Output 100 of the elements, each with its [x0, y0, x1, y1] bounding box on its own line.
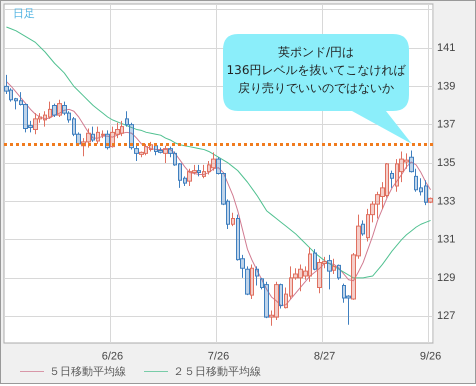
candlestick [72, 116, 76, 137]
x-tick-label: 9/26 [420, 350, 442, 362]
candlestick [399, 150, 404, 183]
candlestick [245, 266, 250, 296]
legend-label: ５日移動平均線 [49, 365, 126, 378]
candlestick [197, 164, 201, 177]
candlestick [86, 128, 91, 148]
candlestick [303, 266, 308, 280]
candlestick [419, 178, 423, 196]
candlestick [298, 264, 303, 292]
candlestick [144, 143, 148, 156]
candlestick [236, 214, 240, 262]
candlestick [62, 101, 67, 116]
candlestick [216, 156, 221, 175]
candlestick [202, 164, 206, 179]
candlestick [390, 170, 394, 188]
candlestick [48, 101, 52, 120]
candlestick [240, 254, 245, 278]
x-tick-label: 6/26 [102, 350, 124, 362]
candlestick [125, 110, 129, 128]
candlestick [139, 150, 144, 158]
candlestick [308, 246, 312, 282]
candlestick [96, 126, 100, 144]
candlestick [115, 122, 120, 139]
candlestick [370, 200, 375, 223]
candlestick [284, 286, 288, 310]
candlestick [317, 258, 322, 294]
candlestick [33, 112, 38, 135]
candlestick [231, 212, 235, 227]
candlestick [327, 254, 332, 290]
candlestick [424, 180, 428, 206]
candlestick [91, 126, 95, 142]
candlestick [52, 103, 57, 118]
annotation: 英ポンド/円は [276, 44, 356, 61]
candlestick [322, 256, 327, 269]
candlestick [183, 176, 187, 186]
candlestick [163, 145, 168, 164]
annotation: 日足 [13, 6, 35, 21]
candlestick [264, 281, 269, 319]
candlestick [255, 266, 259, 286]
candlestick [101, 130, 105, 139]
line-series [6, 26, 432, 278]
candlestick [361, 220, 365, 236]
candlestick [187, 168, 192, 186]
y-tick-label: 135 [437, 156, 456, 169]
candlestick [67, 110, 71, 124]
candlestick [409, 150, 414, 174]
candlestick [337, 264, 341, 280]
candlestick [428, 196, 433, 204]
candlestick [192, 164, 197, 175]
candlestick [313, 248, 317, 271]
y-tick-label: 127 [437, 310, 456, 322]
candlestick [38, 112, 42, 124]
candlestick [14, 97, 18, 110]
candlestick [9, 88, 13, 102]
candlestick [23, 103, 28, 133]
y-tick-label: 139 [437, 80, 456, 92]
candlestick [269, 310, 274, 326]
y-tick-label: 141 [437, 42, 456, 54]
y-tick-label: 129 [437, 272, 456, 284]
y-tick-label: 133 [437, 195, 456, 208]
candlestick [129, 122, 134, 150]
candlestick [28, 120, 33, 133]
candlestick [380, 182, 385, 210]
legend-label: ２５日移動平均線 [173, 365, 261, 378]
candlestick [351, 252, 356, 300]
candlestick [168, 146, 173, 158]
x-tick-label: 8/27 [314, 350, 336, 362]
candlestick [250, 264, 254, 300]
y-tick-label: 137 [437, 118, 456, 131]
candlestick [274, 281, 279, 321]
candlestick [4, 74, 9, 95]
candlestick [134, 145, 139, 162]
annotation: 戻り売りでいいのではないか [237, 80, 395, 97]
y-tick-label: 131 [437, 234, 456, 246]
candlestick [260, 277, 264, 290]
candlestick [178, 162, 182, 188]
candlestick [289, 266, 293, 300]
candlestick [385, 162, 389, 198]
candlestick [404, 152, 409, 170]
candlestick [57, 99, 62, 118]
candlestick [395, 158, 399, 192]
candlestick [366, 208, 370, 242]
candlestick [356, 214, 361, 260]
candlestick [19, 92, 23, 106]
candlestick [332, 258, 336, 275]
candlestick [342, 283, 346, 304]
candlestick [346, 294, 351, 326]
candlestick [293, 268, 298, 280]
candlestick [375, 191, 380, 220]
candlestick [207, 160, 211, 175]
candlestick [211, 152, 216, 172]
candlestick [226, 198, 230, 230]
candlestick [279, 283, 283, 310]
candlestick [43, 110, 47, 128]
annotation: 136円レベルを抜いてこなければ [226, 62, 407, 79]
line-series [6, 81, 432, 306]
x-tick-label: 7/26 [208, 350, 230, 362]
candlestick [221, 172, 226, 206]
candlestick [120, 120, 124, 137]
